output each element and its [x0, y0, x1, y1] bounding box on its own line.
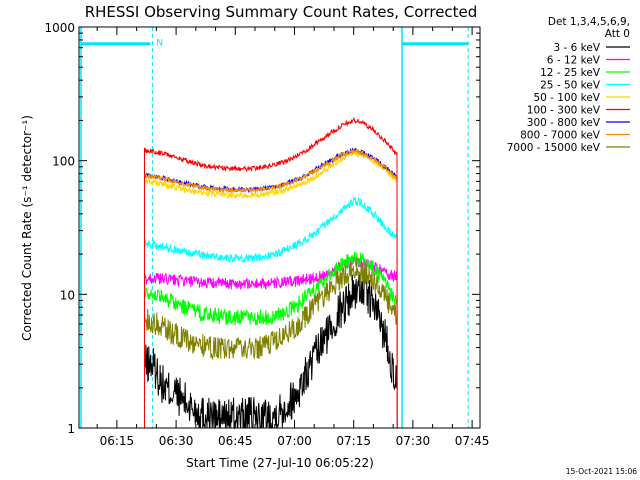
legend-entry-label: 7000 - 15000 keV	[507, 142, 601, 154]
x-tick-label: 07:45	[455, 434, 490, 448]
y-axis-ticks: 1 10 100 1000	[44, 21, 480, 436]
legend-entry-label: 800 - 7000 keV	[520, 130, 601, 142]
generation-timestamp: 15-Oct-2021 15:06	[566, 467, 637, 476]
plot-area: N	[78, 26, 481, 430]
legend-entry-label: 12 - 25 keV	[540, 67, 601, 79]
x-tick-label: 06:30	[159, 434, 194, 448]
x-tick-label: 07:15	[336, 434, 371, 448]
plot-frame	[78, 26, 481, 429]
legend-header-line-1: Det 1,3,4,5,6,9,	[548, 16, 630, 28]
series-line	[144, 251, 398, 429]
x-tick-label: 06:15	[100, 434, 135, 448]
legend-entry-label: 300 - 800 keV	[527, 117, 601, 129]
legend-entry-label: 3 - 6 keV	[553, 42, 600, 54]
y-tick-label: 1000	[44, 21, 75, 35]
series-line	[144, 117, 398, 429]
series-line	[144, 196, 398, 429]
night-label: N	[156, 39, 163, 49]
x-axis-ticks: 06:15 06:30 06:45 07:00 07:15 07:30 07:45	[96, 27, 490, 448]
legend-header-line-2: Att 0	[605, 28, 630, 40]
legend-entry-label: 50 - 100 keV	[533, 92, 600, 104]
series-line	[144, 258, 398, 429]
legend-entry-label: 25 - 50 keV	[540, 80, 601, 92]
chart-title: RHESSI Observing Summary Count Rates, Co…	[85, 3, 478, 21]
series-line	[144, 147, 398, 429]
series-line	[144, 150, 398, 429]
y-tick-label: 10	[60, 288, 75, 302]
legend-entry-label: 6 - 12 keV	[547, 55, 601, 67]
x-tick-label: 07:00	[277, 434, 312, 448]
legend-entry-label: 100 - 300 keV	[527, 105, 601, 117]
y-axis-label: Corrected Count Rate (s⁻¹ detector⁻¹)	[20, 115, 34, 341]
y-tick-label: 1	[67, 422, 75, 436]
x-tick-label: 07:30	[396, 434, 431, 448]
x-tick-label: 06:45	[218, 434, 253, 448]
x-axis-label: Start Time (27-Jul-10 06:05:22)	[186, 456, 374, 470]
series-line	[144, 148, 398, 429]
y-tick-label: 100	[52, 155, 75, 169]
